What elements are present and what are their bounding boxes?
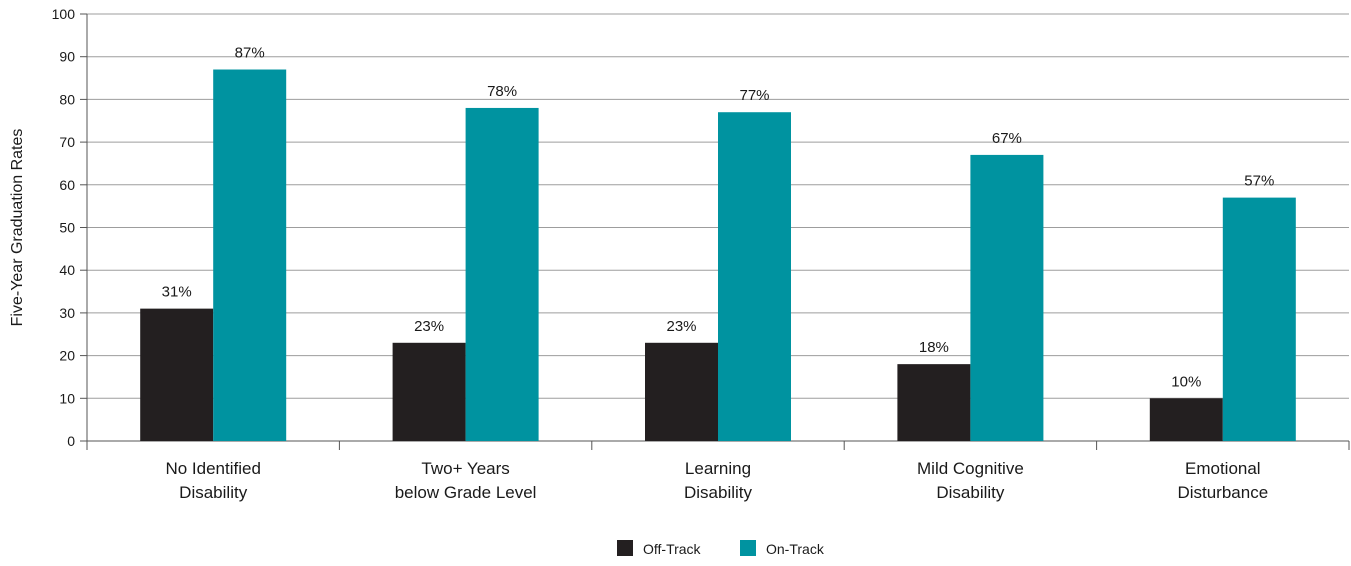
y-tick-label: 0 [67,433,75,449]
y-axis-title: Five-Year Graduation Rates [9,129,26,327]
y-tick-label: 50 [59,220,75,236]
x-category-label: Mild Cognitive [917,459,1024,478]
bar-on-track [213,69,287,441]
data-label: 77% [739,87,769,104]
legend-swatch-on-track [740,540,756,556]
bar-on-track [1222,197,1296,441]
y-tick-label: 20 [59,348,75,364]
y-tick-label: 60 [59,177,75,193]
data-label: 78% [487,83,517,100]
x-category-label: Disability [684,483,753,502]
y-tick-label: 40 [59,262,75,278]
data-label: 31% [162,284,192,301]
bar-off-track [645,342,718,441]
y-tick-label: 10 [59,390,75,406]
bar-off-track [140,308,214,441]
bar-on-track [718,112,791,442]
x-category-label: Two+ Years [421,459,509,478]
y-tick-label: 80 [59,91,75,107]
legend-label-off-track: Off-Track [643,541,702,557]
y-tick-label: 100 [52,6,76,22]
y-tick-label: 70 [59,134,75,150]
data-label: 67% [992,130,1022,147]
legend-swatch-off-track [617,540,633,556]
data-label: 10% [1171,373,1201,390]
bar-on-track [465,107,539,441]
x-category-label: No Identified [165,459,260,478]
data-label: 18% [919,339,949,356]
bar-on-track [970,154,1044,441]
x-category-label: Learning [685,459,751,478]
legend-label-on-track: On-Track [766,541,825,557]
x-category-label: Emotional [1185,459,1261,478]
y-tick-label: 30 [59,305,75,321]
data-label: 87% [235,45,265,62]
x-category-label: Disturbance [1177,483,1268,502]
data-label: 57% [1244,173,1274,190]
x-category-label: Disability [936,483,1005,502]
x-category-label: below Grade Level [395,483,537,502]
x-category-label: Disability [179,483,248,502]
data-label: 23% [666,318,696,335]
y-tick-label: 90 [59,49,75,65]
bar-off-track [897,364,971,441]
data-label: 23% [414,318,444,335]
bar-off-track [392,342,466,441]
bar-off-track [1149,398,1223,441]
